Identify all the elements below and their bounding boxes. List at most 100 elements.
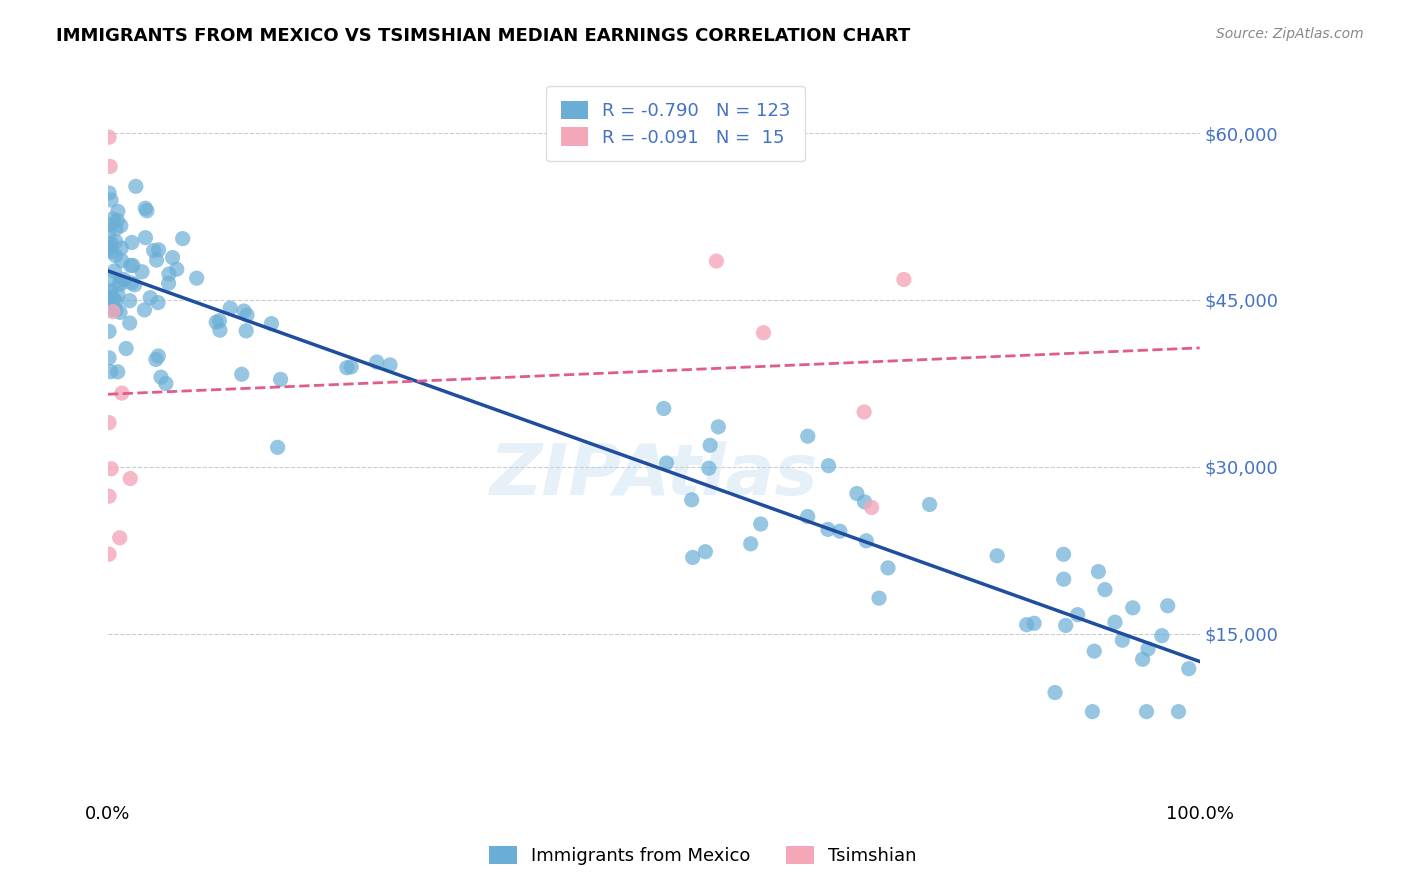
Tsimshian	[120, 471, 142, 485]
Immigrants from Mexico	[135, 203, 157, 218]
Tsimshian	[860, 500, 883, 515]
Immigrants from Mexico	[98, 218, 121, 232]
Text: IMMIGRANTS FROM MEXICO VS TSIMSHIAN MEDIAN EARNINGS CORRELATION CHART: IMMIGRANTS FROM MEXICO VS TSIMSHIAN MEDI…	[56, 27, 911, 45]
Legend: R = -0.790   N = 123, R = -0.091   N =  15: R = -0.790 N = 123, R = -0.091 N = 15	[547, 87, 806, 161]
Immigrants from Mexico	[100, 244, 122, 259]
Immigrants from Mexico	[98, 283, 121, 297]
Immigrants from Mexico	[1135, 705, 1157, 719]
Immigrants from Mexico	[707, 419, 730, 434]
Immigrants from Mexico	[260, 317, 283, 331]
Tsimshian	[108, 531, 131, 545]
Immigrants from Mexico	[166, 262, 188, 277]
Immigrants from Mexico	[98, 324, 121, 338]
Immigrants from Mexico	[145, 253, 167, 268]
Immigrants from Mexico	[1053, 572, 1076, 586]
Tsimshian	[98, 489, 121, 503]
Tsimshian	[98, 160, 121, 174]
Immigrants from Mexico	[131, 265, 153, 279]
Immigrants from Mexico	[1066, 607, 1088, 622]
Tsimshian	[752, 326, 775, 340]
Immigrants from Mexico	[101, 211, 124, 226]
Immigrants from Mexico	[1094, 582, 1116, 597]
Immigrants from Mexico	[270, 372, 292, 386]
Immigrants from Mexico	[98, 351, 121, 365]
Immigrants from Mexico	[121, 235, 143, 250]
Immigrants from Mexico	[155, 376, 177, 391]
Immigrants from Mexico	[104, 294, 127, 309]
Immigrants from Mexico	[100, 285, 122, 300]
Immigrants from Mexico	[108, 305, 131, 319]
Immigrants from Mexico	[1104, 615, 1126, 630]
Immigrants from Mexico	[186, 271, 208, 285]
Immigrants from Mexico	[134, 201, 156, 215]
Immigrants from Mexico	[1024, 616, 1046, 631]
Immigrants from Mexico	[139, 291, 162, 305]
Immigrants from Mexico	[918, 498, 941, 512]
Immigrants from Mexico	[146, 295, 169, 310]
Immigrants from Mexico	[103, 264, 125, 278]
Immigrants from Mexico	[817, 522, 839, 536]
Immigrants from Mexico	[118, 316, 141, 330]
Immigrants from Mexico	[208, 323, 231, 337]
Immigrants from Mexico	[122, 259, 145, 273]
Immigrants from Mexico	[655, 456, 678, 470]
Immigrants from Mexico	[134, 230, 156, 244]
Immigrants from Mexico	[336, 360, 359, 375]
Immigrants from Mexico	[148, 243, 170, 257]
Immigrants from Mexico	[697, 461, 720, 475]
Immigrants from Mexico	[107, 365, 129, 379]
Immigrants from Mexico	[868, 591, 890, 606]
Immigrants from Mexico	[366, 355, 388, 369]
Immigrants from Mexico	[120, 276, 142, 290]
Immigrants from Mexico	[105, 213, 128, 227]
Immigrants from Mexico	[378, 358, 401, 372]
Immigrants from Mexico	[232, 304, 254, 318]
Immigrants from Mexico	[105, 303, 128, 318]
Immigrants from Mexico	[172, 232, 194, 246]
Immigrants from Mexico	[98, 186, 121, 200]
Immigrants from Mexico	[1043, 685, 1066, 699]
Tsimshian	[100, 462, 122, 476]
Immigrants from Mexico	[1054, 618, 1077, 632]
Immigrants from Mexico	[652, 401, 675, 416]
Immigrants from Mexico	[118, 293, 141, 308]
Immigrants from Mexico	[797, 429, 820, 443]
Immigrants from Mexico	[1087, 565, 1109, 579]
Text: Source: ZipAtlas.com: Source: ZipAtlas.com	[1216, 27, 1364, 41]
Immigrants from Mexico	[266, 441, 288, 455]
Immigrants from Mexico	[107, 204, 129, 219]
Immigrants from Mexico	[219, 301, 242, 315]
Immigrants from Mexico	[208, 314, 231, 328]
Immigrants from Mexico	[100, 193, 122, 207]
Immigrants from Mexico	[111, 253, 134, 268]
Immigrants from Mexico	[231, 368, 253, 382]
Immigrants from Mexico	[98, 224, 121, 238]
Immigrants from Mexico	[205, 315, 228, 329]
Immigrants from Mexico	[236, 308, 259, 322]
Immigrants from Mexico	[740, 537, 762, 551]
Immigrants from Mexico	[1111, 633, 1133, 648]
Immigrants from Mexico	[100, 236, 122, 251]
Immigrants from Mexico	[817, 458, 839, 473]
Immigrants from Mexico	[149, 370, 172, 384]
Immigrants from Mexico	[104, 248, 127, 262]
Immigrants from Mexico	[796, 509, 818, 524]
Immigrants from Mexico	[98, 236, 121, 251]
Immigrants from Mexico	[235, 324, 257, 338]
Immigrants from Mexico	[986, 549, 1008, 563]
Immigrants from Mexico	[1157, 599, 1180, 613]
Tsimshian	[706, 254, 728, 268]
Immigrants from Mexico	[1132, 652, 1154, 666]
Immigrants from Mexico	[1177, 662, 1199, 676]
Immigrants from Mexico	[699, 438, 721, 452]
Immigrants from Mexico	[125, 179, 148, 194]
Tsimshian	[853, 405, 876, 419]
Immigrants from Mexico	[134, 302, 156, 317]
Immigrants from Mexico	[340, 359, 363, 374]
Immigrants from Mexico	[1083, 644, 1105, 658]
Legend: Immigrants from Mexico, Tsimshian: Immigrants from Mexico, Tsimshian	[481, 837, 925, 874]
Immigrants from Mexico	[1150, 629, 1173, 643]
Immigrants from Mexico	[145, 352, 167, 367]
Immigrants from Mexico	[148, 349, 170, 363]
Immigrants from Mexico	[853, 495, 876, 509]
